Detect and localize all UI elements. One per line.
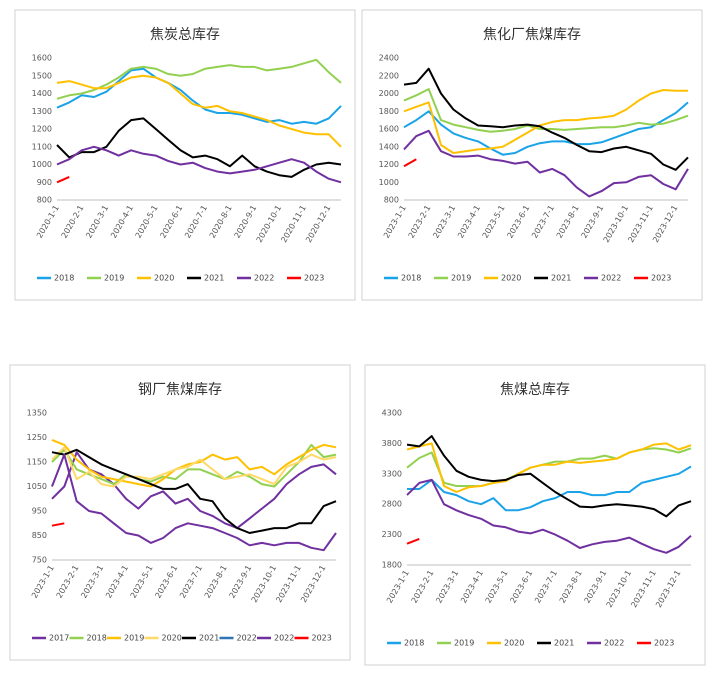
legend-label: 2020 [501, 274, 521, 283]
legend-label: 2020 [154, 274, 174, 283]
y-tick-label: 1050 [27, 482, 47, 491]
legend-label: 2019 [124, 634, 144, 643]
series-line [407, 465, 692, 512]
series-line [403, 89, 688, 154]
y-tick-label: 750 [32, 556, 47, 565]
series-line [403, 67, 689, 171]
chart-title: 焦煤总库存 [500, 382, 570, 398]
chart-title: 焦炭总库存 [150, 27, 220, 43]
legend-label: 2023 [651, 274, 671, 283]
legend-label: 2019 [451, 274, 471, 283]
legend-label: 2019 [104, 274, 124, 283]
y-tick-label: 1800 [379, 107, 399, 116]
legend-label: 2021 [554, 639, 574, 648]
series-line [56, 117, 342, 178]
y-tick-label: 850 [32, 531, 47, 540]
y-tick-label: 1200 [32, 125, 52, 134]
series-line [51, 443, 337, 488]
legend-label: 2020 [504, 639, 524, 648]
y-tick-label: 1500 [32, 71, 52, 80]
legend-label: 2018 [404, 639, 424, 648]
chart-title: 焦化厂焦煤库存 [483, 27, 581, 43]
legend-label: 2022 [601, 274, 621, 283]
series-line [56, 74, 342, 148]
series-line [56, 58, 342, 100]
legend-label: 2019 [454, 639, 474, 648]
y-tick-label: 800 [384, 196, 399, 205]
legend-label: 2022 [274, 634, 294, 643]
series-line [56, 175, 70, 184]
legend-label: 2018 [87, 634, 107, 643]
y-tick-label: 1400 [32, 89, 52, 98]
legend-label: 2021 [551, 274, 571, 283]
y-tick-label: 1150 [27, 458, 47, 467]
y-tick-label: 1200 [379, 160, 399, 169]
y-tick-label: 1000 [32, 160, 52, 169]
y-tick-label: 3300 [382, 469, 402, 478]
legend-label: 2018 [401, 274, 421, 283]
legend-label: 2017 [49, 634, 69, 643]
y-tick-label: 800 [37, 196, 52, 205]
series-line [406, 537, 420, 545]
legend-label: 2022 [254, 274, 274, 283]
y-tick-label: 4300 [382, 409, 402, 418]
legend-label: 2021 [199, 634, 219, 643]
y-tick-label: 2800 [382, 500, 402, 509]
series-line [51, 446, 337, 488]
y-tick-label: 2200 [379, 71, 399, 80]
y-tick-label: 1600 [32, 54, 52, 63]
legend-label: 2023 [312, 634, 332, 643]
series-line [56, 145, 342, 184]
panel-border [9, 364, 351, 661]
y-tick-label: 1250 [27, 433, 47, 442]
legend-label: 2018 [54, 274, 74, 283]
y-tick-label: 900 [37, 178, 52, 187]
series-line [406, 442, 692, 493]
legend-label: 2022 [604, 639, 624, 648]
series-line [51, 453, 337, 552]
y-tick-label: 1300 [32, 107, 52, 116]
y-tick-label: 2400 [379, 54, 399, 63]
panel-border [361, 9, 703, 301]
series-line [51, 451, 337, 530]
series-line [51, 522, 65, 527]
panel-border [364, 364, 706, 666]
y-tick-label: 1800 [382, 561, 402, 570]
legend-label: 2023 [654, 639, 674, 648]
series-line [403, 158, 417, 168]
y-tick-label: 1100 [32, 142, 52, 151]
y-tick-label: 2300 [382, 530, 402, 539]
legend-label: 2020 [162, 634, 182, 643]
series-line [51, 448, 337, 534]
y-tick-label: 1350 [27, 409, 47, 418]
y-tick-label: 2000 [379, 89, 399, 98]
series-line [403, 101, 689, 156]
legend-label: 2022 [237, 634, 257, 643]
y-tick-label: 1000 [379, 178, 399, 187]
legend-label: 2023 [304, 274, 324, 283]
series-line [403, 129, 689, 198]
y-tick-label: 1600 [379, 125, 399, 134]
series-line [406, 435, 692, 518]
legend-label: 2021 [204, 274, 224, 283]
series-line [406, 478, 692, 554]
y-tick-label: 950 [32, 507, 47, 516]
chart-title: 钢厂焦煤库存 [138, 382, 222, 398]
y-tick-label: 3800 [382, 439, 402, 448]
panel-border [14, 9, 356, 301]
y-tick-label: 1400 [379, 142, 399, 151]
